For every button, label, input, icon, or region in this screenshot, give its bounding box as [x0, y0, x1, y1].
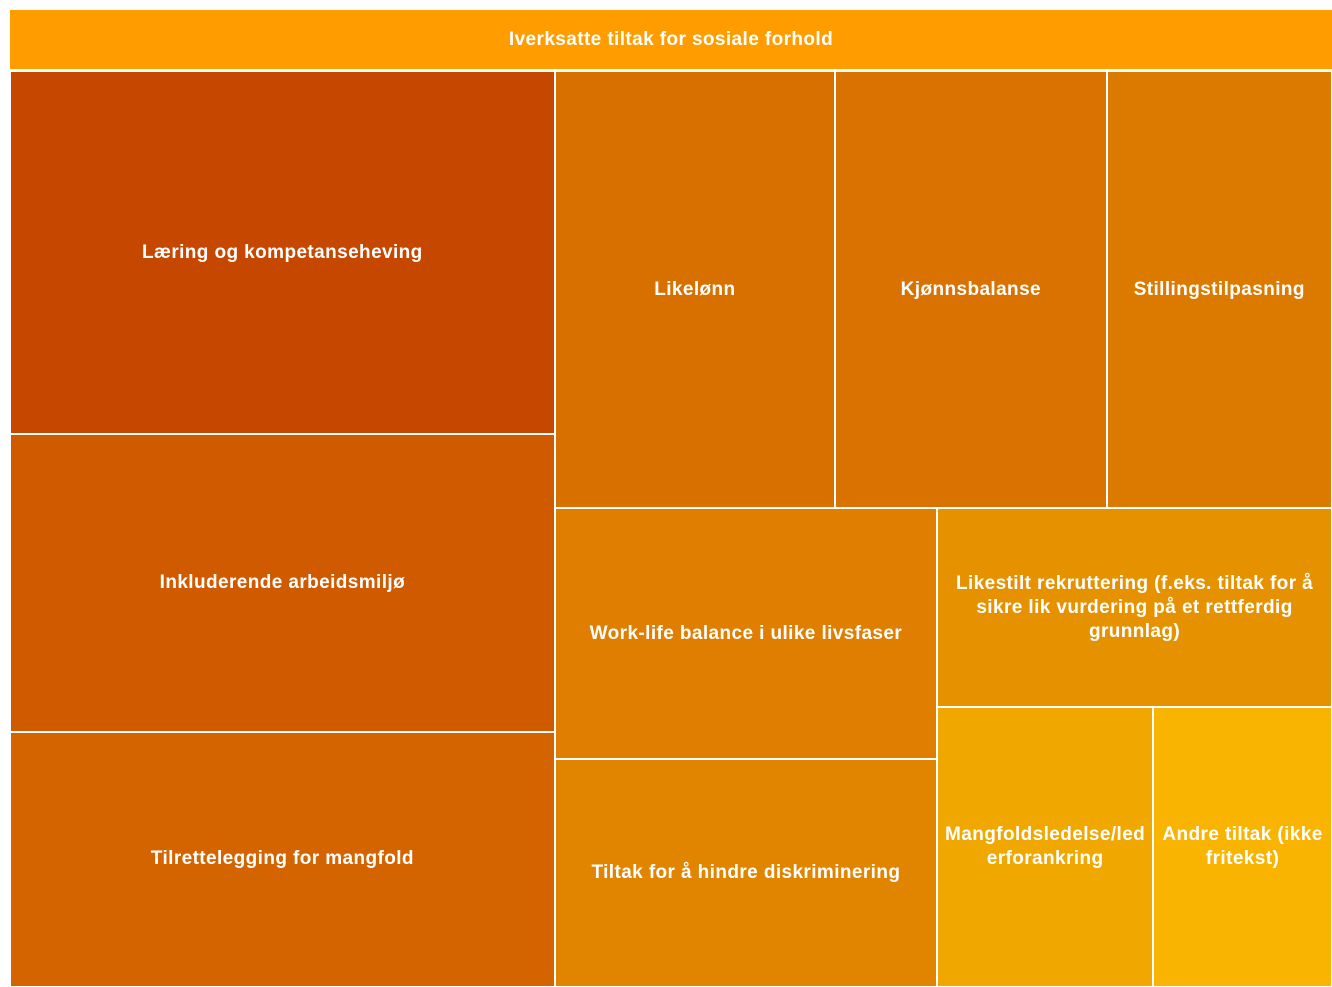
- group: Læring og kompetanseheving Inkluderende …: [10, 71, 555, 987]
- tile-label: Kjønnsbalanse: [900, 278, 1041, 300]
- tile: Likelønn: [554, 71, 836, 509]
- tile: Læring og kompetanseheving: [10, 71, 555, 435]
- group: Work-life balance i ulike livsfaser Tilt…: [554, 508, 1332, 987]
- tile-label: Inkluderende arbeidsmiljø: [159, 571, 406, 593]
- tile-label: Tilrettelegging for mangfold: [150, 848, 414, 870]
- group: Work-life balance i ulike livsfaser Tilt…: [554, 508, 938, 987]
- tile: Kjønnsbalanse: [835, 71, 1107, 509]
- tile: Mangfoldsledelse/lederforankring: [937, 707, 1154, 987]
- tile: Tiltak for å hindre diskriminering: [554, 759, 938, 987]
- tile-label: Tiltak for å hindre diskriminering: [591, 862, 901, 884]
- tile-label: Andre tiltak (ikke fritekst): [1162, 824, 1323, 870]
- root-tile: Iverksatte tiltak for sosiale forhold: [10, 10, 1332, 71]
- tile: Inkluderende arbeidsmiljø: [10, 434, 555, 732]
- tile-label: Likelønn: [654, 278, 736, 300]
- tile: Andre tiltak (ikke fritekst): [1153, 707, 1332, 987]
- group: Mangfoldsledelse/lederforankring Andre t…: [937, 707, 1332, 987]
- group: Likestilt rekruttering (f.eks. tiltak fo…: [937, 508, 1332, 987]
- tile: Stillingstilpasning: [1106, 71, 1332, 509]
- tile: Work-life balance i ulike livsfaser: [554, 508, 938, 760]
- tile-label: Mangfoldsledelse/lederforankring: [945, 824, 1146, 870]
- tile-label: Stillingstilpasning: [1133, 278, 1305, 300]
- tiles: Læring og kompetanseheving Inkluderende …: [10, 71, 1332, 987]
- tile-label: Work-life balance i ulike livsfaser: [589, 622, 903, 644]
- group: Likelønn Kjønnsbalanse Stillingstilpasni…: [554, 71, 1332, 987]
- group: Likelønn Kjønnsbalanse Stillingstilpasni…: [554, 71, 1332, 509]
- treemap: Iverksatte tiltak for sosiale forhold Læ…: [10, 10, 1332, 987]
- tile: Tilrettelegging for mangfold: [10, 731, 555, 987]
- tile: Likestilt rekruttering (f.eks. tiltak fo…: [937, 508, 1332, 708]
- tile-label: Læring og kompetanseheving: [142, 241, 423, 263]
- tile-label: Likestilt rekruttering (f.eks. tiltak fo…: [955, 572, 1314, 642]
